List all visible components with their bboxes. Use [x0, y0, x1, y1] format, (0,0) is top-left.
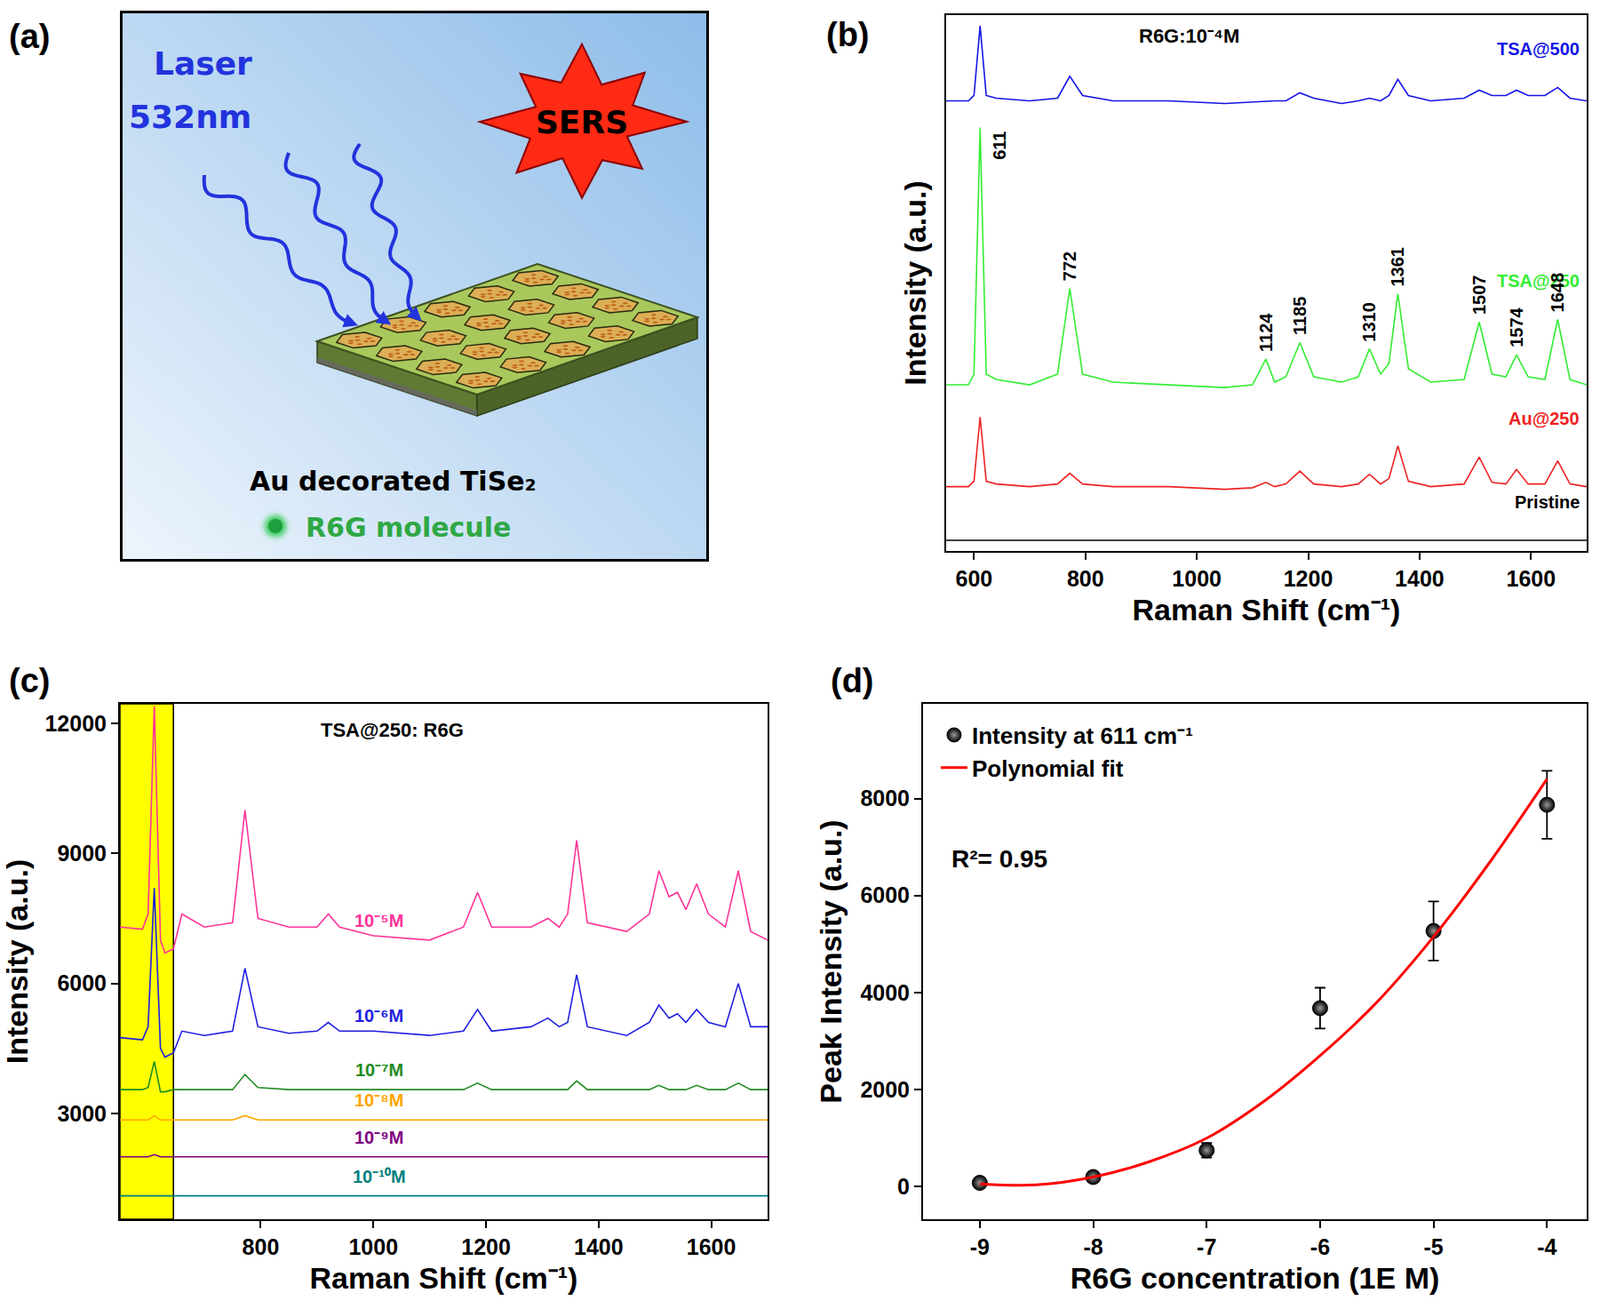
svg-text:800: 800	[242, 1233, 280, 1259]
svg-text:R6G molecule: R6G molecule	[305, 511, 511, 543]
html-text:(a): (a)	[8, 17, 51, 56]
svg-text:TSA@250: R6G: TSA@250: R6G	[320, 718, 464, 741]
svg-text:9000: 9000	[56, 840, 107, 866]
svg-text:6000: 6000	[56, 970, 107, 996]
svg-text:-8: -8	[1082, 1233, 1103, 1259]
svg-text:R6G concentration (1E M): R6G concentration (1E M)	[1070, 1260, 1441, 1295]
svg-text:-9: -9	[970, 1233, 990, 1259]
svg-text:0: 0	[897, 1173, 910, 1199]
svg-text:1648: 1648	[1547, 272, 1568, 313]
svg-text:1507: 1507	[1469, 275, 1489, 316]
svg-text:1200: 1200	[1283, 565, 1334, 591]
svg-text:10⁻⁵M: 10⁻⁵M	[354, 910, 404, 931]
svg-text:1400: 1400	[573, 1233, 624, 1259]
svg-text:Intensity (a.u.): Intensity (a.u.)	[898, 180, 932, 385]
svg-text:1124: 1124	[1256, 312, 1276, 352]
svg-text:3000: 3000	[56, 1100, 107, 1126]
svg-text:-5: -5	[1424, 1233, 1444, 1259]
svg-text:Polynomial fit: Polynomial fit	[971, 755, 1124, 782]
svg-text:1000: 1000	[1171, 565, 1222, 591]
svg-text:SERS: SERS	[535, 103, 629, 141]
svg-text:532nm: 532nm	[128, 98, 252, 136]
svg-text:10⁻⁶M: 10⁻⁶M	[354, 1005, 404, 1026]
svg-text:6000: 6000	[859, 882, 910, 908]
svg-text:Intensity at 611 cm⁻¹: Intensity at 611 cm⁻¹	[971, 722, 1194, 749]
svg-text:-4: -4	[1536, 1233, 1557, 1259]
svg-text:600: 600	[955, 565, 993, 591]
svg-text:611: 611	[989, 131, 1010, 160]
svg-text:8000: 8000	[859, 785, 910, 811]
svg-text:1310: 1310	[1359, 302, 1379, 343]
svg-text:R²= 0.95: R²= 0.95	[951, 844, 1048, 873]
svg-text:Raman Shift (cm⁻¹): Raman Shift (cm⁻¹)	[1132, 592, 1401, 627]
svg-text:1574: 1574	[1506, 306, 1527, 347]
svg-text:1000: 1000	[348, 1233, 399, 1259]
svg-text:12000: 12000	[44, 710, 107, 736]
svg-text:TSA@250: TSA@250	[1496, 270, 1580, 291]
svg-text:1600: 1600	[686, 1233, 737, 1259]
svg-text:TSA@500: TSA@500	[1496, 39, 1580, 59]
svg-text:1185: 1185	[1289, 296, 1310, 335]
svg-text:1200: 1200	[461, 1233, 511, 1259]
svg-text:Pristine: Pristine	[1514, 492, 1580, 512]
svg-text:10⁻¹⁰M: 10⁻¹⁰M	[352, 1166, 406, 1187]
svg-text:1400: 1400	[1394, 565, 1445, 591]
svg-text:Raman Shift (cm⁻¹): Raman Shift (cm⁻¹)	[310, 1260, 579, 1295]
svg-text:4000: 4000	[859, 979, 910, 1005]
svg-text:772: 772	[1059, 251, 1080, 281]
svg-text:-6: -6	[1310, 1233, 1330, 1259]
svg-text:800: 800	[1066, 565, 1105, 591]
svg-text:1361: 1361	[1387, 246, 1408, 287]
html-text:(d): (d)	[830, 661, 874, 700]
svg-text:Intensity (a.u.): Intensity (a.u.)	[0, 859, 34, 1064]
svg-text:-7: -7	[1196, 1233, 1217, 1259]
svg-text:Au decorated TiSe₂: Au decorated TiSe₂	[249, 465, 537, 497]
svg-text:10⁻⁹M: 10⁻⁹M	[354, 1127, 404, 1147]
html-text:(b): (b)	[826, 15, 870, 54]
svg-text:Laser: Laser	[153, 45, 253, 82]
svg-text:2000: 2000	[859, 1076, 910, 1102]
svg-text:Peak Intensity (a.u.): Peak Intensity (a.u.)	[813, 819, 848, 1103]
svg-text:Au@250: Au@250	[1508, 408, 1580, 429]
html-text:(c): (c)	[8, 661, 51, 700]
svg-text:R6G:10⁻⁴M: R6G:10⁻⁴M	[1138, 24, 1240, 48]
svg-text:10⁻⁸M: 10⁻⁸M	[354, 1090, 404, 1110]
svg-text:1600: 1600	[1505, 565, 1556, 591]
svg-text:10⁻⁷M: 10⁻⁷M	[355, 1059, 404, 1080]
